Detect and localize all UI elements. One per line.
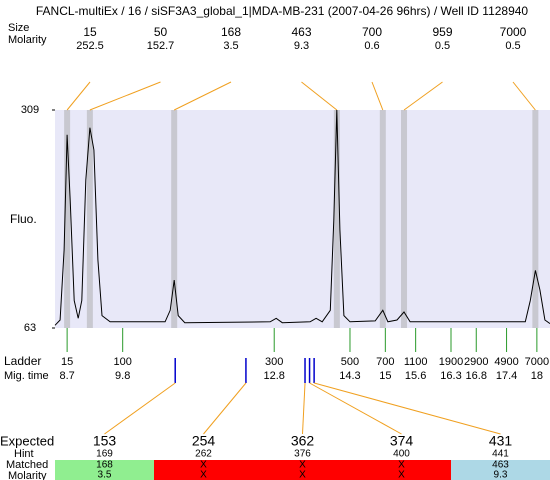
peak-size: 168 <box>221 25 241 39</box>
peak-connector <box>66 81 91 111</box>
matched-value: 463 <box>492 460 509 471</box>
peak-molarity: 3.5 <box>223 40 238 52</box>
ladder-size: 2900 <box>464 356 488 368</box>
y-axis-label: Fluo. <box>10 212 37 226</box>
ladder-sublabel: Mig. time <box>4 370 49 382</box>
peak-band <box>171 110 178 328</box>
peak-band <box>379 110 386 328</box>
peak-connector <box>403 81 443 111</box>
peak-molarity-label: Molarity <box>8 34 47 46</box>
ladder-time: 14.3 <box>339 370 360 382</box>
trace <box>54 109 550 326</box>
match-cell <box>352 460 451 480</box>
ladder-time: 9.8 <box>115 370 130 382</box>
ladder-size: 700 <box>376 356 394 368</box>
peak-connector <box>173 81 232 111</box>
molarity-value: 9.3 <box>494 470 508 480</box>
peak-connector <box>89 81 161 111</box>
peak-band <box>401 110 408 328</box>
expected-value: 431 <box>489 433 513 449</box>
peak-band <box>532 110 539 328</box>
peak-connector <box>512 81 536 111</box>
expected-value: 254 <box>192 433 216 449</box>
hint-value: 441 <box>492 449 509 460</box>
peak-molarity: 0.5 <box>505 40 520 52</box>
peak-connector <box>301 81 338 111</box>
molarity-label: Molarity <box>8 470 47 480</box>
hint-label: Hint <box>14 448 34 460</box>
peak-band <box>86 110 93 328</box>
plot-area <box>55 110 550 328</box>
hint-value: 376 <box>294 449 311 460</box>
ladder-size: 7000 <box>525 356 549 368</box>
y-tick-label: 309 <box>21 104 39 116</box>
molarity-value: X <box>200 470 207 480</box>
expected-connector <box>313 382 501 435</box>
ladder-time: 15 <box>379 370 391 382</box>
expected-label: Expected <box>0 433 54 448</box>
molarity-value: 3.5 <box>98 470 112 480</box>
expected-value: 362 <box>291 433 315 449</box>
peak-size: 15 <box>83 25 97 39</box>
ladder-size: 100 <box>114 356 132 368</box>
y-tick-label: 63 <box>24 322 36 334</box>
peak-size: 50 <box>154 25 168 39</box>
hint-value: 169 <box>96 449 113 460</box>
match-cell <box>154 460 253 480</box>
expected-connector <box>104 382 176 435</box>
matched-value: X <box>200 460 207 471</box>
expected-value: 374 <box>390 433 414 449</box>
peak-band <box>64 110 71 328</box>
molarity-value: X <box>299 470 306 480</box>
ladder-size: 1100 <box>404 356 428 368</box>
matched-value: X <box>398 460 405 471</box>
hint-value: 400 <box>393 449 410 460</box>
peak-molarity: 152.7 <box>147 40 175 52</box>
peak-molarity: 252.5 <box>76 40 104 52</box>
peak-molarity: 0.5 <box>435 40 450 52</box>
expected-connector <box>309 382 402 435</box>
peak-size: 959 <box>432 25 452 39</box>
ladder-size: 4900 <box>494 356 518 368</box>
ladder-time: 8.7 <box>59 370 74 382</box>
peak-size: 463 <box>291 25 311 39</box>
title: FANCL-multiEx / 16 / siSF3A3_global_1|MD… <box>36 4 529 18</box>
peak-band <box>333 110 340 328</box>
ladder-time: 16.8 <box>466 370 487 382</box>
match-cell <box>253 460 352 480</box>
peak-molarity: 0.6 <box>364 40 379 52</box>
peak-size-label: Size <box>8 22 29 34</box>
peak-size: 700 <box>362 25 382 39</box>
ladder-size: 15 <box>61 356 73 368</box>
hint-value: 262 <box>195 449 212 460</box>
ladder-time: 12.8 <box>264 370 285 382</box>
ladder-time: 15.6 <box>405 370 426 382</box>
ladder-time: 17.4 <box>496 370 517 382</box>
matched-label: Matched <box>6 459 48 471</box>
expected-value: 153 <box>93 433 117 449</box>
expected-connector <box>302 382 306 435</box>
ladder-label: Ladder <box>4 354 41 368</box>
peak-connector <box>371 81 384 111</box>
match-cell <box>451 460 550 480</box>
peak-molarity: 9.3 <box>294 40 309 52</box>
match-cell <box>55 460 154 480</box>
matched-value: 168 <box>96 460 113 471</box>
ladder-size: 300 <box>265 356 283 368</box>
ladder-size: 500 <box>341 356 359 368</box>
ladder-time: 18 <box>531 370 543 382</box>
molarity-value: X <box>398 470 405 480</box>
expected-connector <box>203 382 247 435</box>
matched-value: X <box>299 460 306 471</box>
ladder-time: 16.3 <box>440 370 461 382</box>
ladder-size: 1900 <box>439 356 463 368</box>
peak-size: 7000 <box>500 25 527 39</box>
